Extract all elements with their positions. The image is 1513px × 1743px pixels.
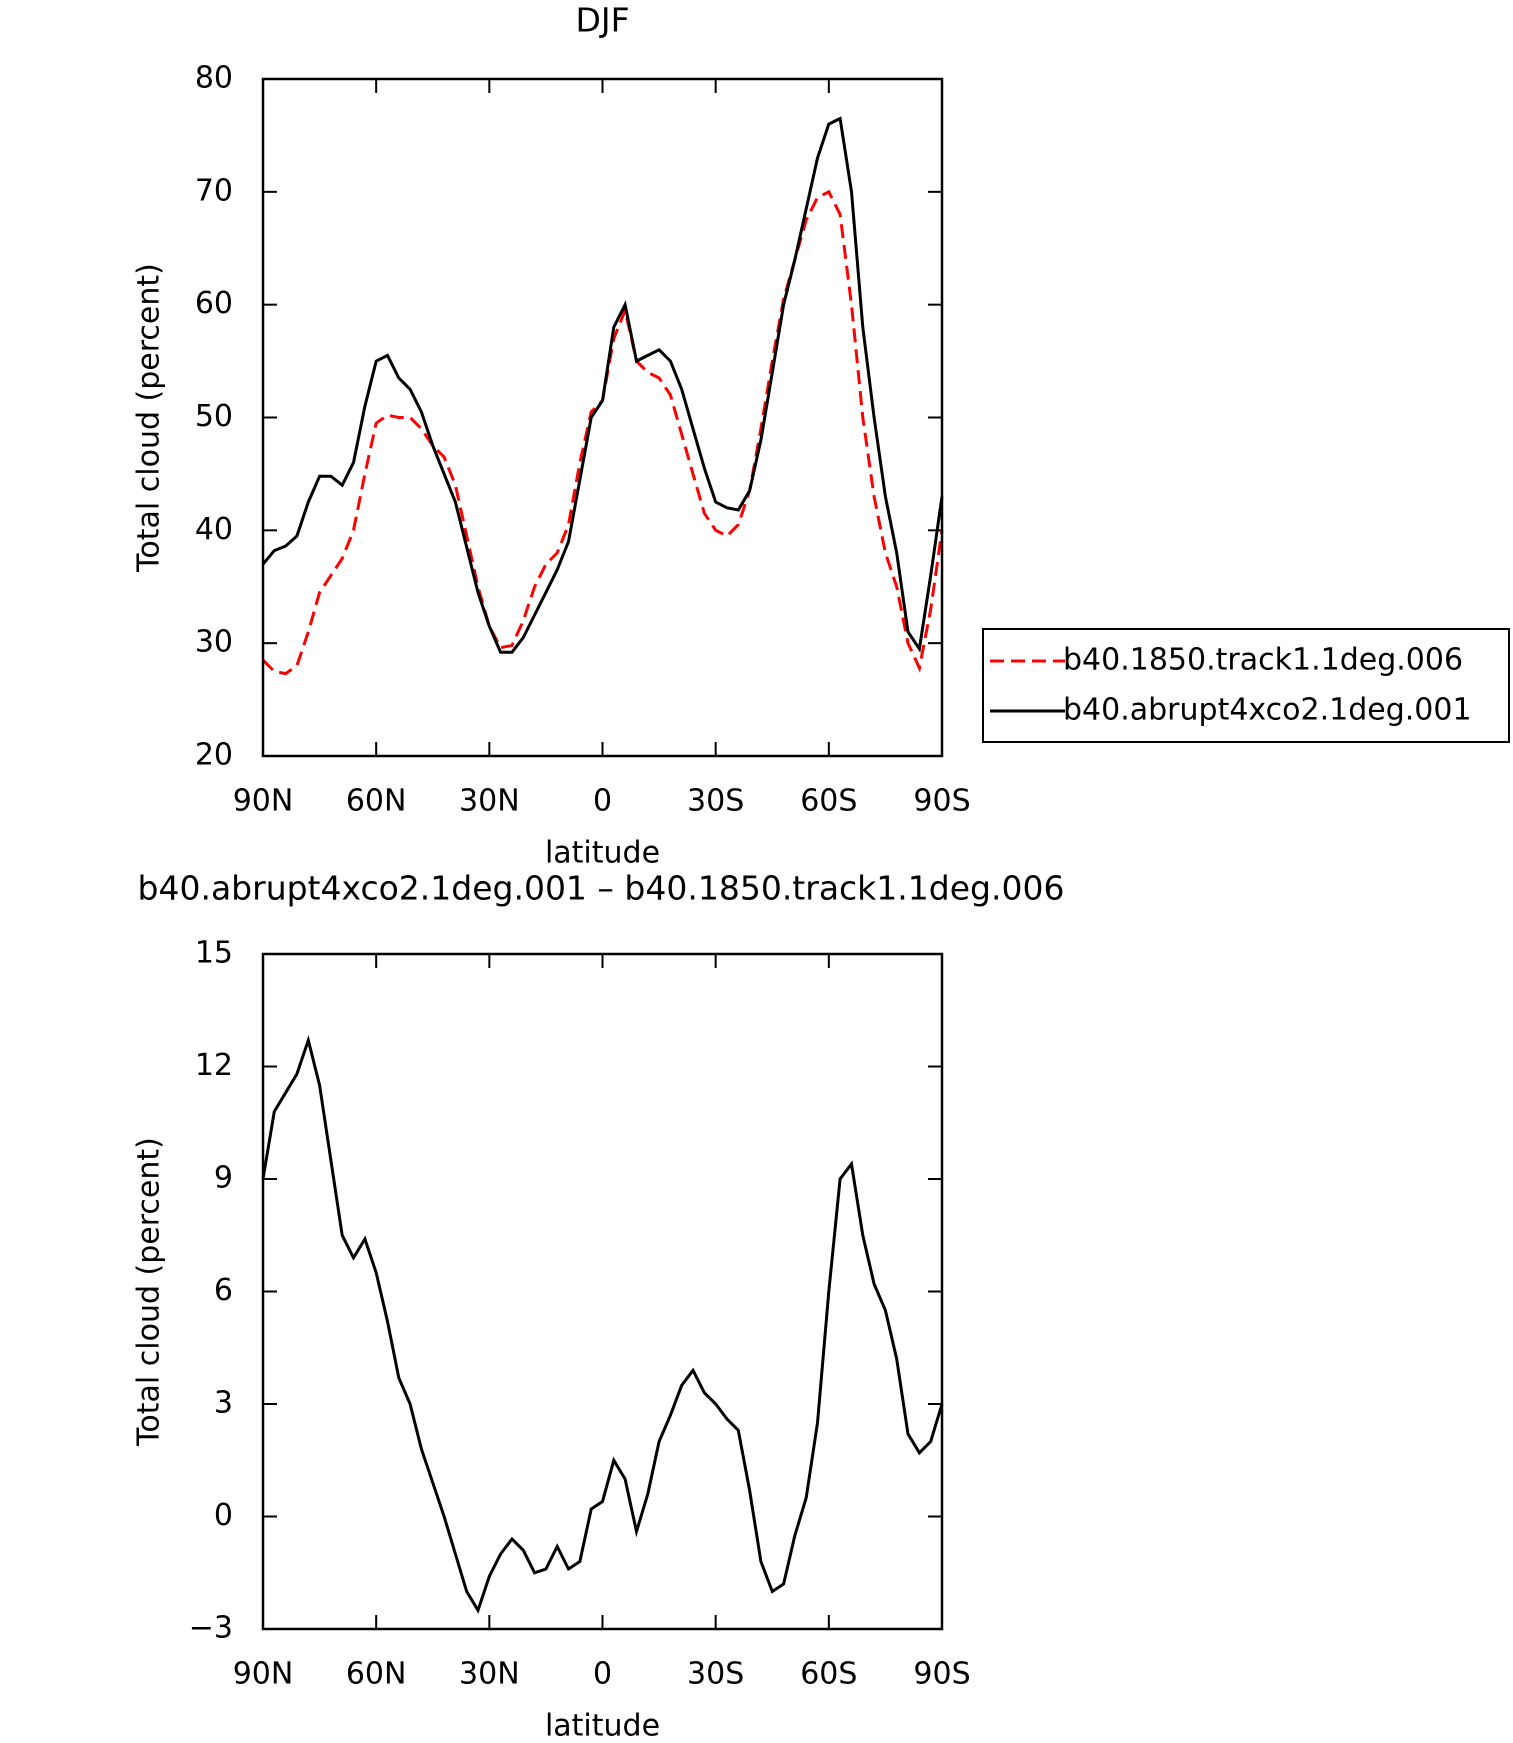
x-tick-label: 90S <box>913 784 970 819</box>
y-tick-label: 60 <box>195 286 233 321</box>
x-tick-label: 0 <box>593 784 612 819</box>
y-tick-label: 70 <box>195 173 233 208</box>
y-tick-label: 0 <box>214 1498 233 1533</box>
x-tick-label: 60N <box>346 1657 407 1692</box>
y-tick-label: 50 <box>195 399 233 434</box>
plot-frame <box>261 952 944 1631</box>
x-axis-label: latitude <box>545 836 660 871</box>
y-tick-label: 20 <box>195 738 233 773</box>
data-line <box>261 189 944 676</box>
x-tick-label: 90N <box>233 784 294 819</box>
chart-title: DJF <box>575 1 629 40</box>
x-tick-label: 30N <box>459 784 520 819</box>
x-tick-label: 60S <box>800 784 857 819</box>
y-tick-label: 30 <box>195 625 233 660</box>
x-tick-label: 90S <box>913 1657 970 1692</box>
y-axis-label: Total cloud (percent) <box>132 1137 167 1447</box>
y-tick-label: 3 <box>214 1386 233 1421</box>
x-tick-label: 30S <box>687 784 744 819</box>
x-tick-label: 90N <box>233 1657 294 1692</box>
x-tick-label: 60S <box>800 1657 857 1692</box>
legend-label: b40.abrupt4xco2.1deg.001 <box>1063 693 1472 728</box>
x-tick-label: 30N <box>459 1657 520 1692</box>
legend-label: b40.1850.track1.1deg.006 <box>1063 643 1463 678</box>
y-tick-label: 80 <box>195 61 233 96</box>
x-tick-label: 60N <box>346 784 407 819</box>
legend-box <box>982 628 1510 743</box>
x-tick-label: 0 <box>593 1657 612 1692</box>
y-tick-label: 9 <box>214 1161 233 1196</box>
y-tick-label: 40 <box>195 512 233 547</box>
plot-frame <box>261 77 944 758</box>
y-tick-label: 12 <box>195 1048 233 1083</box>
y-tick-label: 15 <box>195 936 233 971</box>
data-line <box>261 116 944 654</box>
chart-title: b40.abrupt4xco2.1deg.001 – b40.1850.trac… <box>138 869 1065 908</box>
x-axis-label: latitude <box>545 1709 660 1743</box>
y-tick-label: 6 <box>214 1273 233 1308</box>
x-tick-label: 30S <box>687 1657 744 1692</box>
y-tick-label: −3 <box>189 1611 233 1646</box>
y-axis-label: Total cloud (percent) <box>132 263 167 573</box>
data-line <box>261 1034 944 1614</box>
